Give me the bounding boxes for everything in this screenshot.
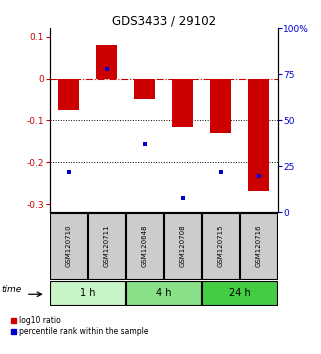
Text: GSM120711: GSM120711: [104, 225, 110, 267]
Point: [66, 169, 71, 175]
Text: 1 h: 1 h: [80, 288, 95, 298]
Point: [218, 169, 223, 175]
Bar: [126, 281, 201, 305]
Bar: [202, 213, 239, 279]
Bar: [134, 79, 155, 99]
Point: [104, 66, 109, 72]
Text: GSM120716: GSM120716: [256, 225, 262, 267]
Bar: [50, 213, 87, 279]
Point: [142, 142, 147, 147]
Bar: [210, 79, 231, 133]
Text: 4 h: 4 h: [156, 288, 171, 298]
Bar: [58, 79, 79, 110]
Bar: [96, 45, 117, 79]
Text: time: time: [1, 285, 21, 294]
Bar: [172, 79, 193, 127]
Bar: [240, 213, 277, 279]
Text: GSM120710: GSM120710: [66, 225, 72, 267]
Bar: [202, 281, 277, 305]
Point: [180, 195, 185, 200]
Text: 24 h: 24 h: [229, 288, 251, 298]
Text: GSM120708: GSM120708: [180, 225, 186, 267]
Bar: [50, 281, 125, 305]
Bar: [164, 213, 201, 279]
Legend: log10 ratio, percentile rank within the sample: log10 ratio, percentile rank within the …: [10, 315, 150, 337]
Bar: [126, 213, 163, 279]
Title: GDS3433 / 29102: GDS3433 / 29102: [112, 14, 216, 27]
Bar: [88, 213, 125, 279]
Bar: [248, 79, 269, 192]
Point: [256, 173, 261, 178]
Text: GSM120715: GSM120715: [218, 225, 224, 267]
Text: GSM120648: GSM120648: [142, 225, 148, 267]
